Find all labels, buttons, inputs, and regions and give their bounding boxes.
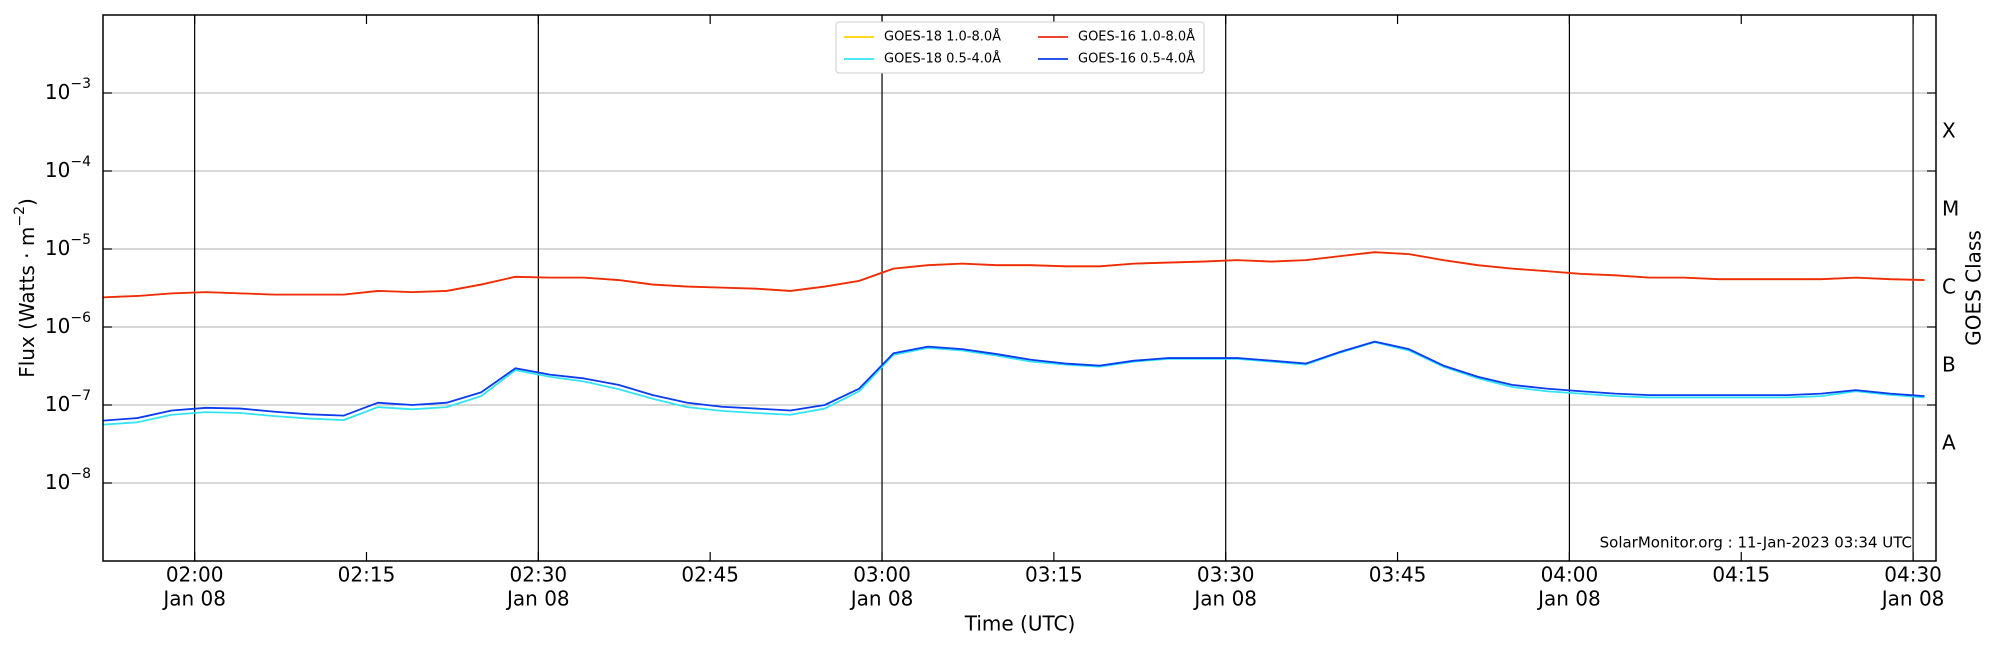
- y-tick-label: 10−5: [45, 232, 91, 260]
- y-tick-base: 10: [45, 392, 70, 416]
- x-tick-label: 04:30: [1884, 563, 1942, 587]
- y-axis-label-end: ): [15, 198, 39, 206]
- x-tick-date: Jan 08: [161, 587, 226, 611]
- x-tick-label: 02:30: [510, 563, 568, 587]
- annotation: SolarMonitor.org : 11-Jan-2023 03:34 UTC: [1600, 534, 1912, 552]
- y-tick-base: 10: [45, 314, 70, 338]
- legend-label: GOES-16 1.0-8.0Å: [1078, 29, 1195, 45]
- y-tick-base: 10: [45, 236, 70, 260]
- x-tick-date: Jan 08: [1192, 587, 1257, 611]
- legend-box: [835, 21, 1205, 74]
- x-tick-label: 03:30: [1197, 563, 1255, 587]
- class-label: A: [1942, 431, 1956, 455]
- x-tick-label: 03:45: [1369, 563, 1427, 587]
- y-tick-label: 10−6: [45, 310, 91, 338]
- x-tick-date: Jan 08: [1536, 587, 1601, 611]
- plot-frame: [102, 14, 1937, 562]
- series-line: [102, 251, 1925, 299]
- x-tick-label: 04:00: [1541, 563, 1599, 587]
- y-tick-base: 10: [45, 470, 70, 494]
- y-tick-exponent: −7: [70, 388, 91, 404]
- y-tick-exponent: −6: [70, 310, 91, 326]
- series-line: [102, 340, 1925, 422]
- x-tick-label: 02:45: [681, 563, 739, 587]
- class-label: B: [1942, 353, 1956, 377]
- y-tick-label: 10−8: [45, 466, 91, 494]
- legend-label: GOES-18 1.0-8.0Å: [884, 29, 1001, 45]
- series-line: [102, 341, 1925, 426]
- y-tick-base: 10: [45, 158, 70, 182]
- class-label: X: [1942, 119, 1956, 143]
- legend: GOES-18 1.0-8.0Å GOES-18 0.5-4.0Å GOES-16 …: [835, 21, 1205, 74]
- x-tick-label: 04:15: [1712, 563, 1770, 587]
- y-tick-exponent: −4: [70, 154, 91, 170]
- y-tick-base: 10: [45, 80, 70, 104]
- line-layer: [102, 251, 1925, 426]
- legend-label: GOES-16 0.5-4.0Å: [1078, 51, 1195, 67]
- x-tick-label: 03:15: [1025, 563, 1083, 587]
- x-tick-date: Jan 08: [849, 587, 914, 611]
- y-tick-label: 10−4: [45, 154, 91, 182]
- x-tick-date: Jan 08: [505, 587, 570, 611]
- y2-axis-label: GOES Class: [1962, 230, 1986, 346]
- x-tick-label: 02:15: [338, 563, 396, 587]
- x-tick-date: Jan 08: [1880, 587, 1945, 611]
- legend-label: GOES-18 0.5-4.0Å: [884, 51, 1001, 67]
- class-label: C: [1942, 275, 1956, 299]
- y-tick-label: 10−7: [45, 388, 91, 416]
- x-axis-label: Time (UTC): [964, 612, 1076, 636]
- x-tick-label: 02:00: [166, 563, 224, 587]
- class-label: M: [1942, 197, 1959, 221]
- y-tick-exponent: −5: [70, 232, 91, 248]
- y-axis-label-text: Flux (Watts · m: [15, 227, 39, 378]
- y-tick-label: 10−3: [45, 76, 91, 104]
- x-tick-label: 03:00: [853, 563, 911, 587]
- y-axis-label: Flux (Watts · m−2): [12, 198, 39, 378]
- y-axis-label-exponent: −2: [12, 206, 28, 227]
- y-tick-exponent: −8: [70, 466, 91, 482]
- y-tick-exponent: −3: [70, 76, 91, 92]
